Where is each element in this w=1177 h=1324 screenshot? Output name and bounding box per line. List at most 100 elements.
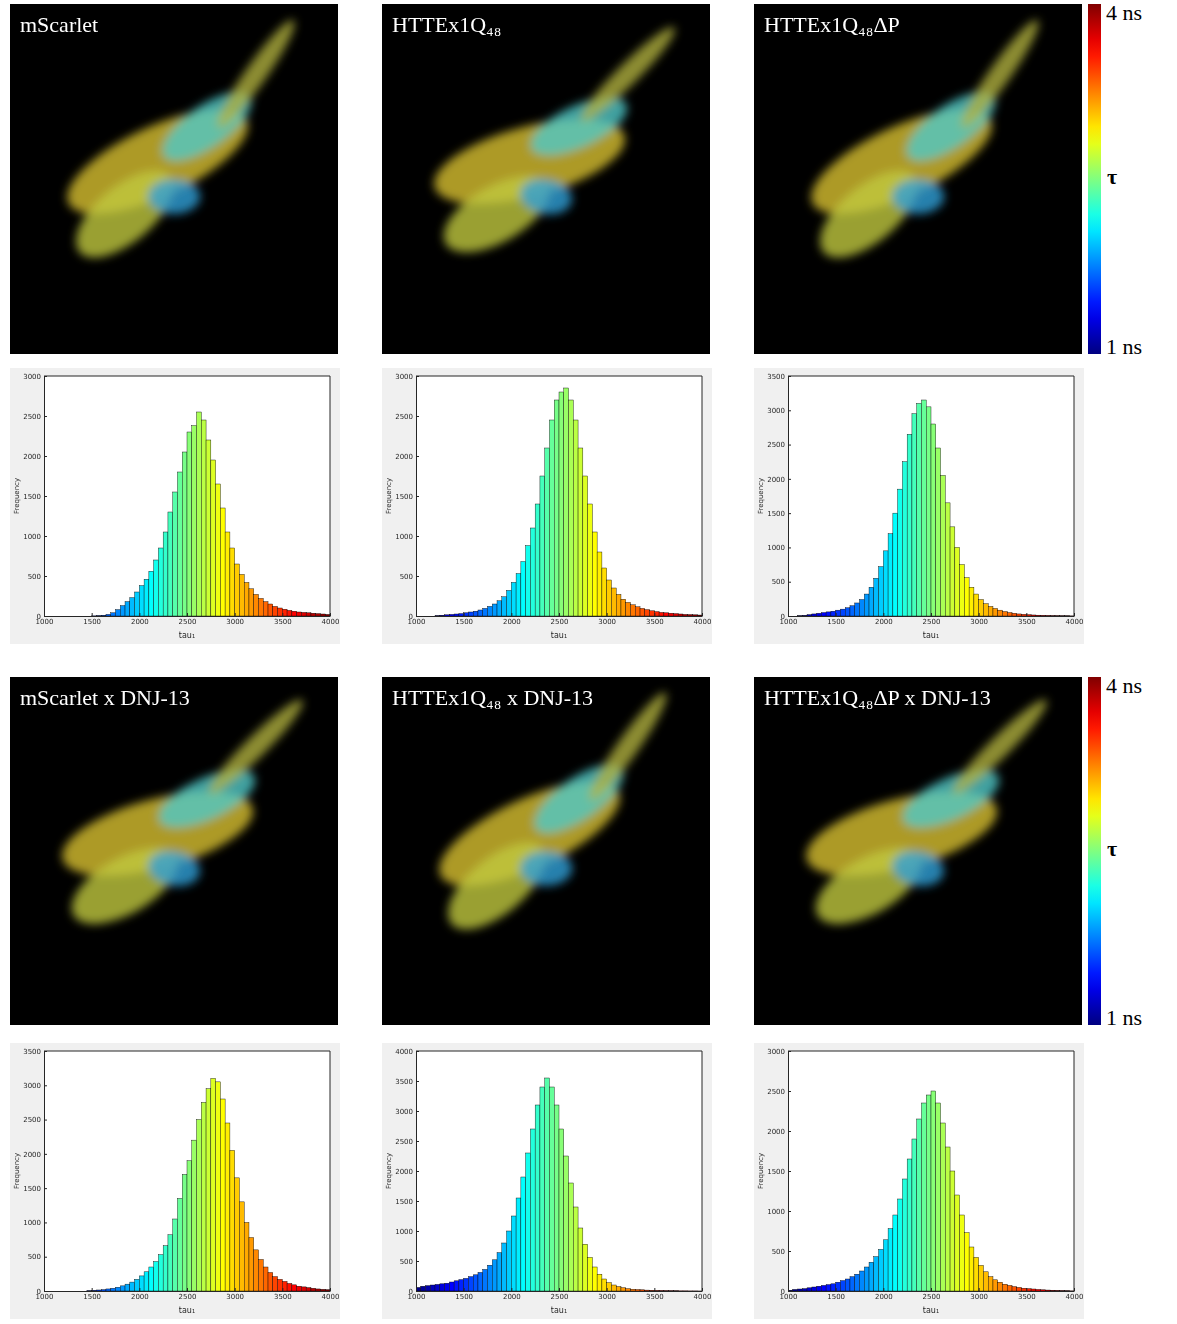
bar <box>430 616 435 617</box>
bar <box>435 615 440 616</box>
tick-label: 3500 <box>274 618 292 626</box>
bar <box>211 1078 216 1291</box>
tick-label: 4000 <box>1066 618 1084 626</box>
bar <box>974 594 979 616</box>
bar <box>497 1253 502 1291</box>
bar <box>163 532 168 616</box>
bar <box>521 562 526 616</box>
tick: 1500 <box>23 493 47 501</box>
bar <box>301 1287 306 1291</box>
bar <box>979 600 984 616</box>
bar <box>125 1284 130 1291</box>
tick: 1500 <box>83 613 101 626</box>
y-axis: 0500100015002000250030003500 <box>23 1048 47 1296</box>
histogram-panel: 1000150020002500300035004000050010001500… <box>754 1043 1084 1319</box>
bar <box>931 424 936 616</box>
tick-label: 3000 <box>598 1293 616 1301</box>
bar <box>979 1265 984 1291</box>
tick-label: 0 <box>37 613 41 621</box>
bar <box>864 1267 869 1291</box>
bar <box>292 611 297 616</box>
bar <box>96 615 101 616</box>
bar <box>812 1287 817 1291</box>
tick-label: 2000 <box>503 1293 521 1301</box>
bar <box>244 1222 249 1291</box>
tick-label: 2500 <box>923 618 941 626</box>
tick-mark <box>44 1120 47 1121</box>
bar <box>912 1139 917 1291</box>
tick-label: 1000 <box>395 1228 413 1236</box>
bar <box>459 614 464 616</box>
frame-right <box>1074 1051 1075 1291</box>
bar <box>1007 613 1012 616</box>
tick-mark <box>416 1231 419 1232</box>
tick-label: 2500 <box>179 618 197 626</box>
cell-image <box>522 85 635 167</box>
x-axis: 1000150020002500300035004000 <box>408 613 712 626</box>
tick: 1000 <box>395 533 419 541</box>
bar <box>144 1272 149 1291</box>
bar <box>201 1102 206 1291</box>
x-axis-title: tau₁ <box>923 1306 939 1315</box>
bar <box>139 586 144 616</box>
bar <box>893 513 898 616</box>
bar <box>87 1290 92 1291</box>
tick: 3000 <box>970 1288 988 1301</box>
bar <box>888 1229 893 1291</box>
y-axis: 05001000150020002500300035004000 <box>395 1048 419 1296</box>
tick: 3500 <box>274 1288 292 1301</box>
colorbar-tick-label: 1 ns <box>1106 1005 1142 1030</box>
tick: 2500 <box>767 441 791 449</box>
bar <box>831 1284 836 1291</box>
tick-label: 2500 <box>395 413 413 421</box>
bar <box>893 1215 898 1291</box>
image-panel: HTTEx1Q₄₈ΔP x DNJ-13 <box>754 677 1082 1025</box>
bar <box>135 592 140 616</box>
tick-label: 500 <box>28 573 41 581</box>
bar <box>87 616 92 617</box>
histogram-panel: 1000150020002500300035004000050010001500… <box>382 1043 712 1319</box>
y-axis-title: Frequency <box>757 478 765 514</box>
bar <box>616 1287 621 1292</box>
bar <box>168 512 173 616</box>
bar <box>545 448 550 616</box>
tick-mark <box>416 1141 419 1142</box>
tick: 500 <box>28 573 47 581</box>
tick: 1500 <box>767 510 791 518</box>
bar <box>268 604 273 616</box>
bar <box>602 1279 607 1291</box>
tick-label: 0 <box>37 1288 41 1296</box>
x-axis-title: tau₁ <box>179 1306 195 1315</box>
tick-label: 2000 <box>23 1151 41 1159</box>
tick-mark <box>788 445 791 446</box>
tick: 3000 <box>23 373 47 381</box>
tick: 2500 <box>23 413 47 421</box>
tick-label: 3500 <box>646 618 664 626</box>
bar <box>840 609 845 616</box>
tick-label: 2000 <box>875 618 893 626</box>
bar <box>130 1282 135 1291</box>
tick: 2000 <box>875 1288 893 1301</box>
bar <box>988 1277 993 1291</box>
tick-label: 3000 <box>395 1108 413 1116</box>
bar <box>554 400 559 616</box>
tick-label: 3000 <box>598 618 616 626</box>
bar <box>116 610 121 616</box>
bar <box>974 1257 979 1291</box>
tick-mark <box>416 416 419 417</box>
image-background <box>10 677 338 1025</box>
tick-mark <box>788 1211 791 1212</box>
bar <box>950 1171 955 1291</box>
bar <box>549 1087 554 1291</box>
bar <box>192 426 197 616</box>
frame-top <box>44 376 330 377</box>
frame-right <box>702 1051 703 1291</box>
x-axis-title: tau₁ <box>551 1306 567 1315</box>
bar <box>654 612 659 616</box>
tick-label: 2500 <box>23 1116 41 1124</box>
tick-label: 1500 <box>395 493 413 501</box>
bar <box>1055 1290 1060 1291</box>
bar <box>1069 615 1074 616</box>
bar <box>454 1281 459 1291</box>
image-background <box>382 677 710 1025</box>
